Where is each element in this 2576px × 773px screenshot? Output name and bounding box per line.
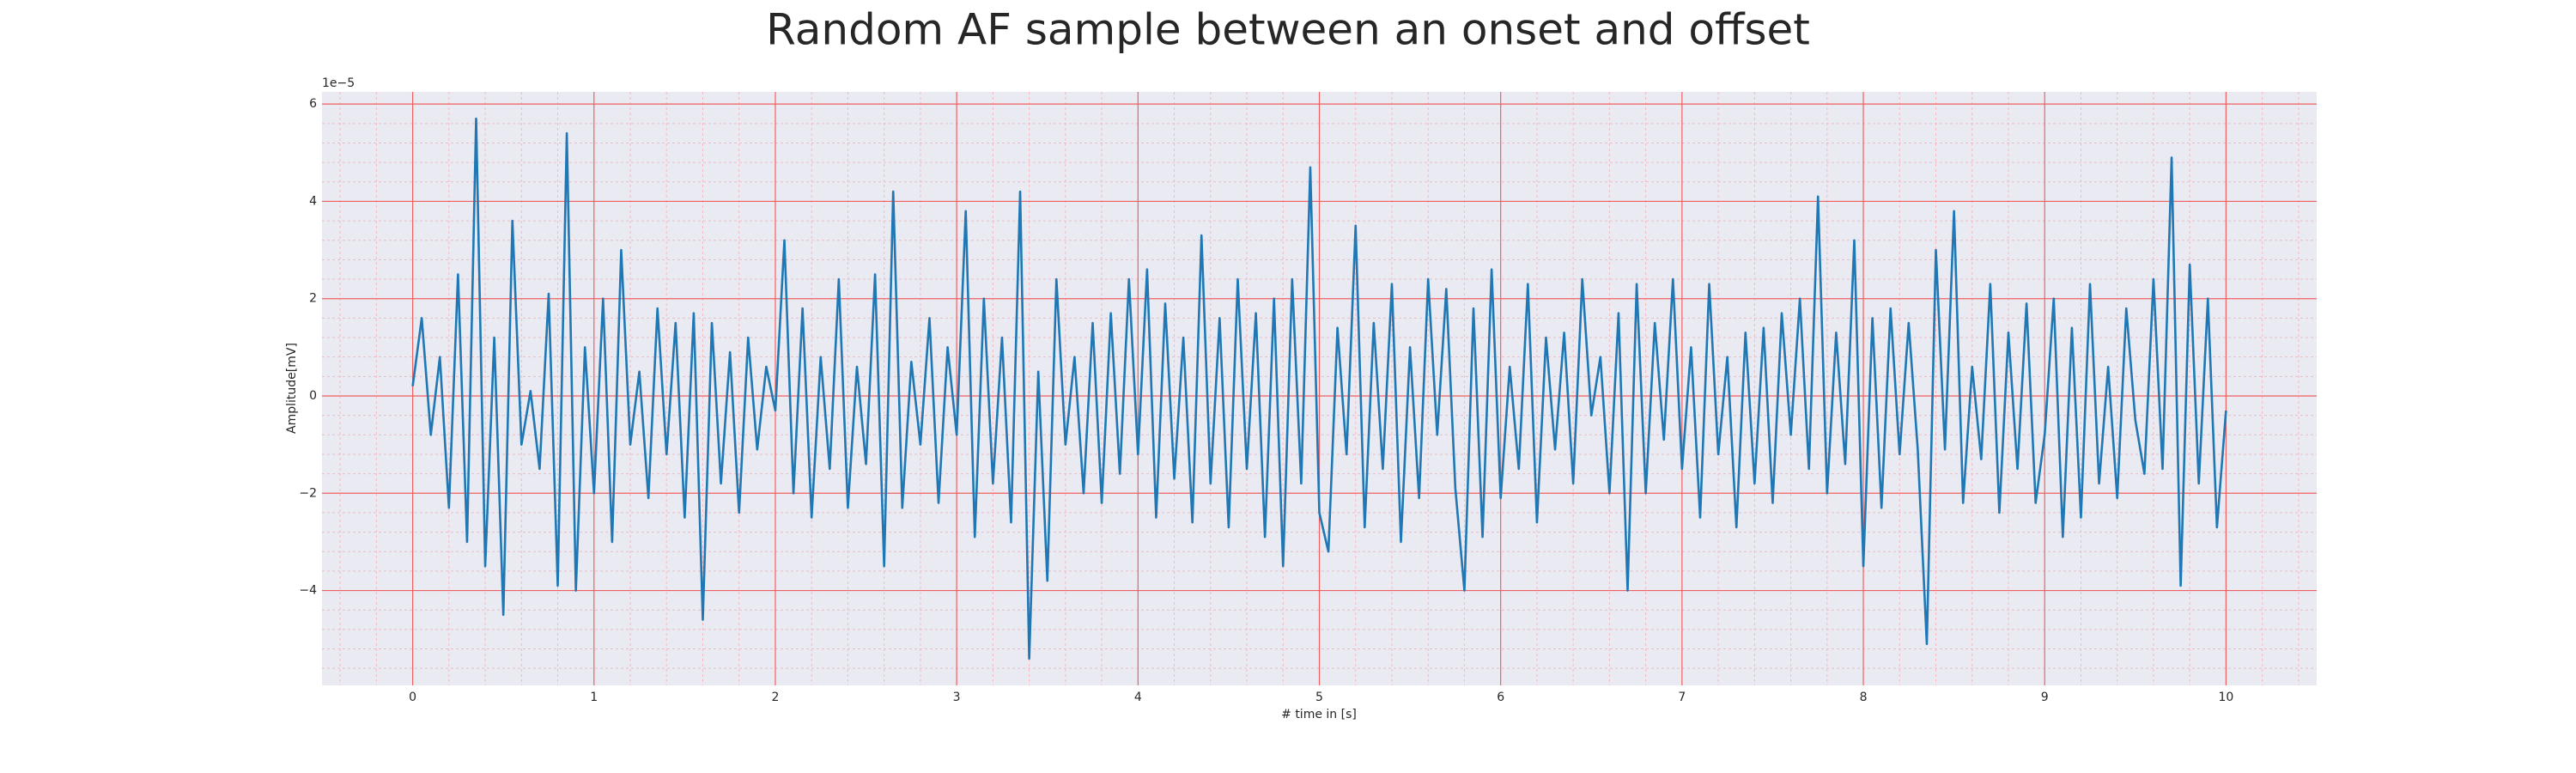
y-tick-label: 0 bbox=[309, 389, 317, 403]
y-offset-label: 1e−5 bbox=[322, 76, 355, 90]
x-axis-label: # time in [s] bbox=[1281, 708, 1357, 721]
x-tick-label: 2 bbox=[771, 691, 779, 704]
grid bbox=[322, 92, 2317, 685]
y-tick-label: 4 bbox=[309, 194, 317, 208]
x-tick-label: 8 bbox=[1860, 691, 1868, 704]
x-tick-label: 0 bbox=[409, 691, 416, 704]
y-tick-label: 2 bbox=[309, 292, 317, 306]
chart-title: Random AF sample between an onset and of… bbox=[766, 5, 1810, 55]
x-tick-label: 9 bbox=[2041, 691, 2049, 704]
x-tick-label: 1 bbox=[590, 691, 598, 704]
marks bbox=[411, 117, 2227, 660]
x-tick-label: 5 bbox=[1315, 691, 1323, 704]
signal-line bbox=[411, 117, 2227, 660]
y-tick-label: 6 bbox=[309, 97, 317, 111]
x-tick-label: 4 bbox=[1134, 691, 1142, 704]
labels: 0 1 2 3 4 5 6 7 8 9 10 −4 −2 0 2 4 6 bbox=[299, 97, 2233, 704]
x-tick-label: 6 bbox=[1497, 691, 1504, 704]
x-tick-label: 7 bbox=[1678, 691, 1686, 704]
y-axis-label: Amplitude[mV] bbox=[285, 343, 299, 434]
y-tick-label: −4 bbox=[299, 584, 317, 598]
y-tick-label: −2 bbox=[299, 486, 317, 500]
x-tick-label: 10 bbox=[2218, 691, 2233, 704]
x-tick-label: 3 bbox=[953, 691, 961, 704]
